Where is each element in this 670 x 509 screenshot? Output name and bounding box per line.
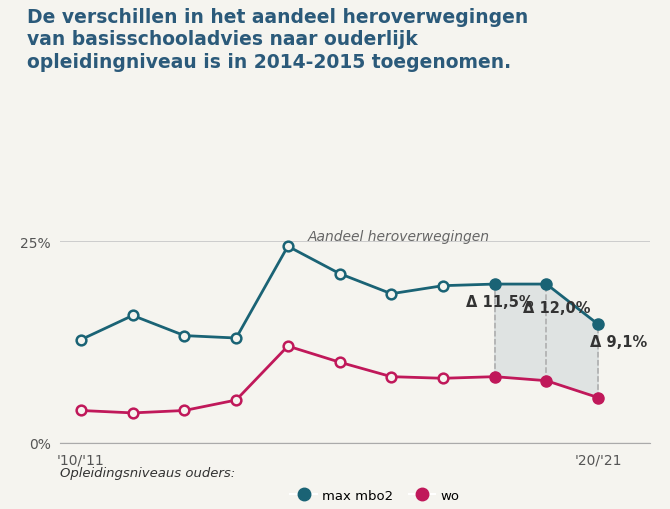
Text: Opleidingsniveaus ouders:: Opleidingsniveaus ouders: (60, 466, 236, 479)
Text: Δ 9,1%: Δ 9,1% (590, 335, 648, 350)
Polygon shape (494, 285, 598, 398)
Legend: max mbo2, wo: max mbo2, wo (285, 484, 465, 507)
Text: Δ 11,5%: Δ 11,5% (466, 295, 534, 309)
Text: De verschillen in het aandeel heroverwegingen
van basisschooladvies naar ouderli: De verschillen in het aandeel heroverweg… (27, 8, 528, 72)
Text: Aandeel heroverwegingen: Aandeel heroverwegingen (308, 230, 490, 244)
Text: Δ 12,0%: Δ 12,0% (523, 301, 591, 316)
